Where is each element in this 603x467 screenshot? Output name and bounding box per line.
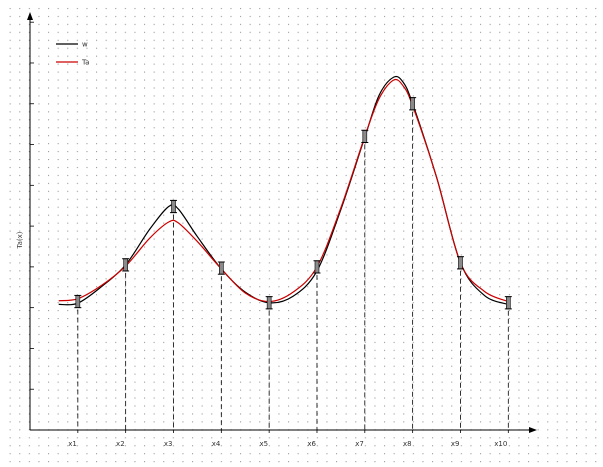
drop-lines bbox=[77, 103, 509, 430]
legend-label: Ta bbox=[81, 59, 89, 67]
axes bbox=[27, 12, 537, 433]
x-tick-label: x10 bbox=[494, 440, 507, 448]
x-tick-label: x9 bbox=[451, 440, 460, 448]
error-bar bbox=[506, 296, 511, 310]
x-axis-arrow bbox=[529, 427, 537, 433]
legend: w Ta bbox=[56, 41, 89, 67]
legend-label: w bbox=[82, 41, 88, 49]
error-bar bbox=[123, 258, 128, 272]
x-tick-label: x2 bbox=[116, 440, 125, 448]
series-lines bbox=[58, 75, 509, 306]
error-bar bbox=[410, 97, 415, 111]
error-bar bbox=[75, 295, 81, 308]
error-bar bbox=[458, 256, 463, 270]
x-tick-label: x8 bbox=[403, 440, 412, 448]
x-tick-label: x3 bbox=[164, 440, 173, 448]
error-bar bbox=[171, 200, 176, 213]
error-bar bbox=[314, 260, 320, 274]
x-tick-label: x4 bbox=[212, 440, 221, 448]
error-bar bbox=[219, 261, 224, 275]
x-tick-label: x7 bbox=[355, 440, 364, 448]
series-line-ta bbox=[58, 78, 509, 303]
x-tick-label: x1 bbox=[68, 440, 77, 448]
error-bar-markers bbox=[74, 97, 512, 310]
y-axis-label: Ta(x) bbox=[16, 231, 24, 249]
error-bar bbox=[266, 296, 272, 310]
x-tick-label: x6 bbox=[307, 440, 316, 448]
tick-labels: x1 x2 x3 x4 x5 x6 x7 x8 x9 x10 bbox=[68, 440, 507, 448]
y-axis-arrow bbox=[27, 12, 33, 20]
x-tick-label: x5 bbox=[260, 440, 269, 448]
error-bar bbox=[362, 129, 368, 143]
